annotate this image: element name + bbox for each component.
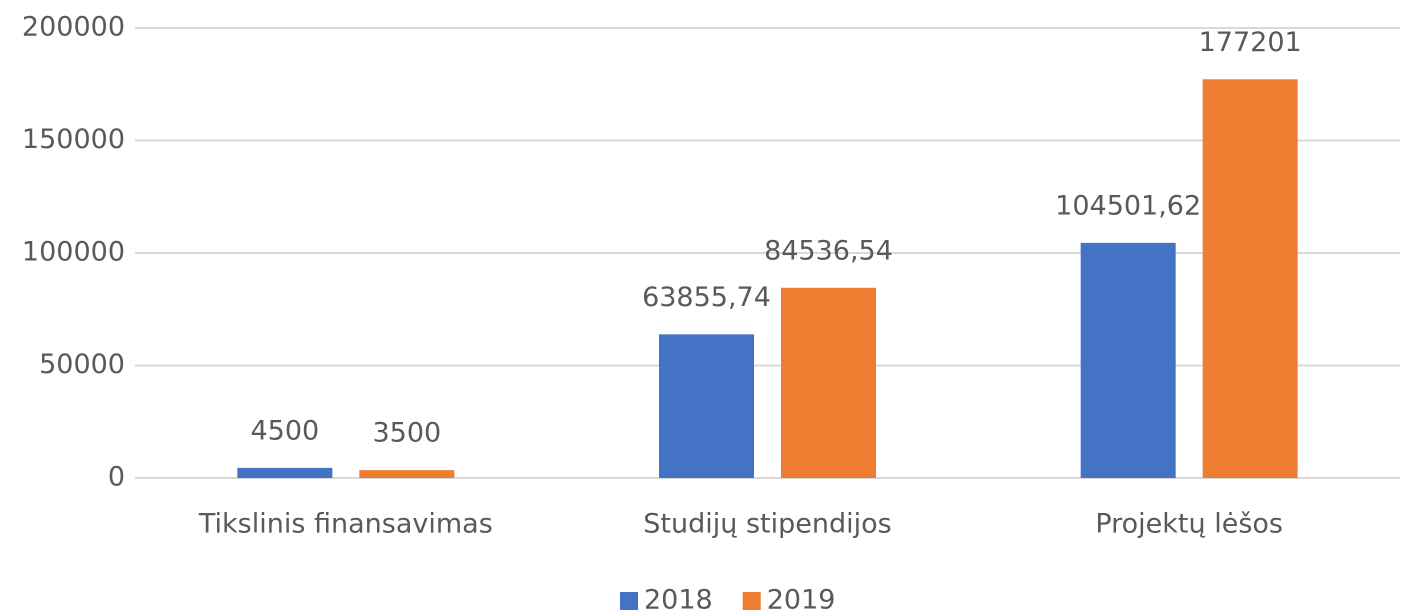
legend-label: 2018	[644, 585, 713, 613]
y-tick-label: 150000	[22, 124, 125, 155]
data-label: 3500	[372, 418, 441, 449]
y-tick-label: 100000	[22, 237, 125, 268]
x-tick-label: Studijų stipendijos	[643, 509, 891, 540]
bar	[659, 334, 754, 478]
data-label: 4500	[250, 415, 319, 446]
y-tick-label: 50000	[39, 349, 125, 380]
bar	[1080, 242, 1176, 478]
y-tick-label: 200000	[22, 12, 125, 43]
data-label: 84536,54	[764, 235, 893, 266]
x-tick-label: Tikslinis finansavimas	[198, 509, 493, 540]
bar	[359, 470, 455, 478]
legend-swatch	[620, 592, 638, 610]
data-label: 177201	[1199, 27, 1302, 58]
bar	[781, 287, 876, 478]
x-tick-label: Projektų lėšos	[1095, 509, 1283, 540]
data-label: 63855,74	[642, 282, 771, 313]
bar	[237, 467, 333, 478]
legend-label: 2019	[767, 585, 836, 613]
data-label: 104501,62	[1055, 190, 1201, 221]
y-tick-label: 0	[108, 462, 125, 493]
bar	[1202, 79, 1298, 478]
legend-swatch	[742, 592, 761, 610]
